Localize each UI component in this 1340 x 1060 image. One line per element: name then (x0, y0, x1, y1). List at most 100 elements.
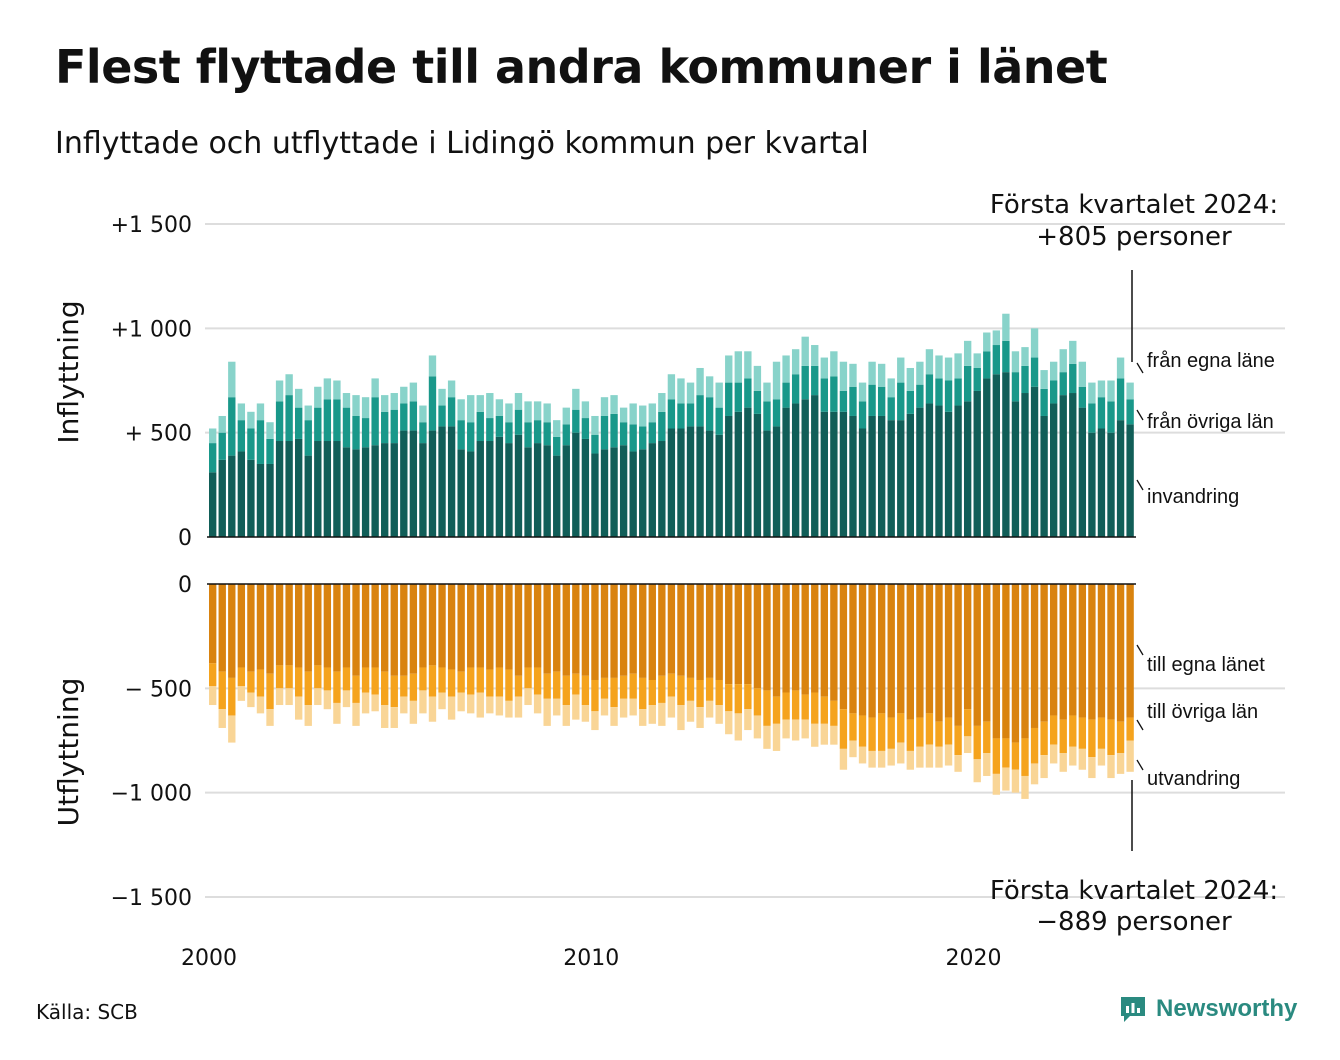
bar-segment (514, 675, 523, 697)
bar-segment (237, 403, 246, 421)
bar-segment (858, 382, 867, 402)
bar-segment (457, 584, 465, 672)
bar-segment (342, 407, 351, 448)
bar-segment (572, 388, 580, 410)
bar-segment (629, 673, 637, 699)
bar-segment (839, 709, 848, 749)
bar-segment (543, 422, 551, 446)
bar-segment (1059, 584, 1067, 720)
bar-segment (390, 393, 398, 410)
bar-segment (553, 436, 561, 456)
bar-segment (925, 403, 934, 537)
bar-segment (572, 432, 580, 537)
bar-segment (1030, 584, 1039, 728)
bar-segment (266, 463, 274, 537)
annotation-heading: Första kvartalet 2024: (990, 190, 1278, 220)
bar-segment (228, 361, 236, 398)
bar-segment (275, 441, 284, 537)
bar-segment (1021, 347, 1029, 366)
bar-segment (428, 584, 437, 666)
bar-segment (1116, 721, 1125, 754)
bar-segment (476, 441, 484, 537)
bar-segment (983, 378, 991, 537)
bar-segment (696, 584, 704, 680)
bar-segment (342, 690, 351, 708)
bar-segment (1049, 361, 1058, 381)
bar-segment (600, 397, 609, 416)
bar-segment (954, 725, 962, 756)
bar-segment (906, 390, 914, 414)
bar-segment (256, 463, 265, 537)
bar-segment (753, 390, 762, 414)
bar-segment (686, 403, 695, 427)
bar-segment (983, 351, 991, 379)
bar-segment (352, 675, 360, 703)
bar-segment (572, 409, 580, 433)
bar-segment (457, 671, 465, 693)
newsworthy-logo-icon (1121, 997, 1145, 1022)
y-tick-label: − 500 (125, 677, 192, 702)
bar-segment (237, 667, 246, 687)
bar-segment (361, 418, 370, 448)
bar-segment (629, 698, 637, 716)
x-tick-label: 2020 (946, 946, 1002, 971)
bar-segment (916, 584, 924, 718)
bar-segment (304, 671, 312, 706)
bar-segment (419, 667, 427, 691)
bar-segment (237, 451, 246, 537)
bar-segment (820, 357, 828, 379)
bar-segment (228, 584, 236, 678)
bar-segment (361, 692, 370, 714)
bar-segment (935, 378, 943, 406)
bar-segment (725, 355, 733, 383)
bar-segment (1021, 393, 1029, 537)
bar-segment (381, 395, 389, 412)
bar-segment (887, 584, 895, 718)
annotation-value: −889 personer (1036, 907, 1232, 937)
bar-segment (705, 677, 714, 701)
bar-segment (409, 401, 418, 431)
bar-segment (791, 719, 800, 741)
bar-segment (639, 709, 647, 726)
bar-segment (897, 584, 905, 714)
bar-segment (228, 677, 236, 716)
bar-segment (1069, 746, 1077, 766)
bar-segment (849, 584, 857, 714)
y-tick-label: 0 (178, 526, 192, 551)
bar-segment (467, 584, 475, 668)
bar-segment (371, 667, 379, 695)
bar-segment (839, 390, 848, 412)
bar-segment (514, 434, 523, 537)
bar-segment (476, 411, 484, 442)
bar-segment (906, 584, 914, 720)
bar-segment (610, 584, 618, 678)
bar-segment (667, 399, 676, 429)
bar-segment (447, 380, 456, 398)
bar-segment (686, 700, 695, 722)
bar-segment (648, 679, 656, 706)
bar-segment (256, 696, 265, 714)
bar-segment (342, 667, 351, 691)
series-label: utvandring (1147, 768, 1240, 790)
bar-segment (1126, 382, 1134, 400)
bar-segment (600, 698, 609, 716)
bar-segment (839, 748, 848, 770)
bar-segment (1011, 372, 1020, 402)
bar-segment (323, 378, 332, 400)
bar-segment (342, 393, 351, 408)
bar-segment (916, 717, 924, 747)
bar-segment (495, 436, 504, 537)
bar-segment (1116, 378, 1125, 421)
bar-segment (390, 443, 398, 537)
bar-segment (1059, 349, 1067, 373)
bar-segment (1059, 719, 1067, 754)
bar-segment (1021, 775, 1029, 799)
bar-segment (897, 357, 905, 383)
bar-segment (314, 407, 322, 442)
bar-segment (973, 584, 981, 726)
bar-segment (639, 405, 647, 427)
bar-segment (782, 584, 790, 693)
bar-segment (1097, 748, 1106, 766)
bar-segment (1021, 738, 1029, 776)
bar-segment (218, 584, 226, 672)
